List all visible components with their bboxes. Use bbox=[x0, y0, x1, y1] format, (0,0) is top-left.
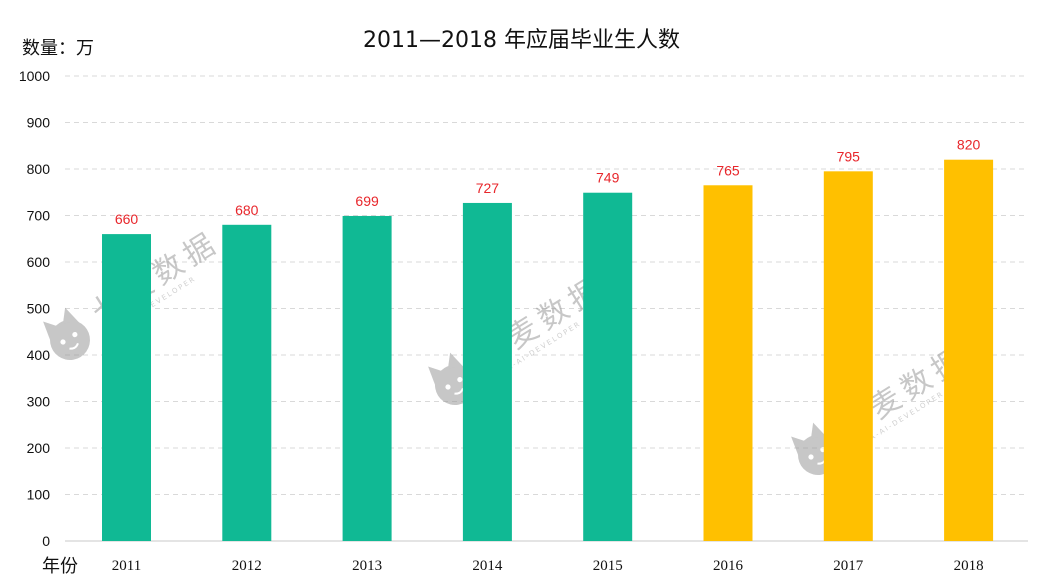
x-tick-label-2016: 2016 bbox=[713, 558, 744, 574]
x-tick-label-2012: 2012 bbox=[232, 558, 262, 574]
bar-2017 bbox=[823, 171, 873, 541]
y-axis-unit-label: 数量：万 bbox=[22, 38, 94, 59]
x-tick-label-2018: 2018 bbox=[954, 558, 984, 574]
y-tick-label: 700 bbox=[27, 208, 51, 224]
data-label-2014: 727 bbox=[476, 180, 500, 196]
y-tick-label: 600 bbox=[27, 254, 51, 270]
bar-2016 bbox=[703, 185, 753, 541]
bar-2013 bbox=[342, 215, 392, 541]
y-tick-label: 1000 bbox=[19, 68, 50, 84]
y-tick-label: 400 bbox=[27, 347, 51, 363]
cat-logo-icon bbox=[43, 307, 90, 360]
x-tick-label-2011: 2011 bbox=[112, 558, 141, 574]
y-tick-label: 200 bbox=[27, 440, 51, 456]
bars bbox=[102, 159, 994, 542]
data-label-2012: 680 bbox=[235, 202, 259, 218]
data-label-2016: 765 bbox=[716, 162, 740, 178]
y-tick-label: 100 bbox=[27, 487, 51, 503]
bar-2015 bbox=[583, 192, 633, 541]
y-tick-label: 300 bbox=[27, 394, 51, 410]
x-tick-label-2015: 2015 bbox=[593, 558, 623, 574]
x-axis-unit-label: 年份 bbox=[42, 556, 78, 577]
data-label-2013: 699 bbox=[355, 193, 379, 209]
bar-2018 bbox=[944, 159, 994, 541]
data-label-2015: 749 bbox=[596, 170, 620, 186]
x-tick-label-2013: 2013 bbox=[352, 558, 382, 574]
x-axis-ticks: 2011 2012 2013 2014 2015 2016 2017 2018 bbox=[112, 558, 984, 574]
y-tick-label: 900 bbox=[27, 115, 51, 131]
bar-2012 bbox=[222, 224, 272, 542]
bar-2014 bbox=[462, 202, 512, 541]
y-tick-label: 500 bbox=[27, 301, 51, 317]
data-label-2017: 795 bbox=[837, 148, 861, 164]
y-axis-ticks: 0 100 200 300 400 500 600 700 800 900 1000 bbox=[19, 68, 50, 549]
x-tick-label-2014: 2014 bbox=[472, 558, 503, 574]
y-tick-label: 800 bbox=[27, 161, 51, 177]
data-labels: 660 680 699 727 749 765 795 820 bbox=[115, 137, 981, 227]
chart-title: 2011—2018 年应届毕业生人数 bbox=[363, 28, 680, 53]
bar-2011 bbox=[102, 234, 151, 541]
data-label-2018: 820 bbox=[957, 137, 981, 153]
y-tick-label: 0 bbox=[42, 533, 50, 549]
x-tick-label-2017: 2017 bbox=[833, 558, 864, 574]
data-label-2011: 660 bbox=[115, 211, 139, 227]
